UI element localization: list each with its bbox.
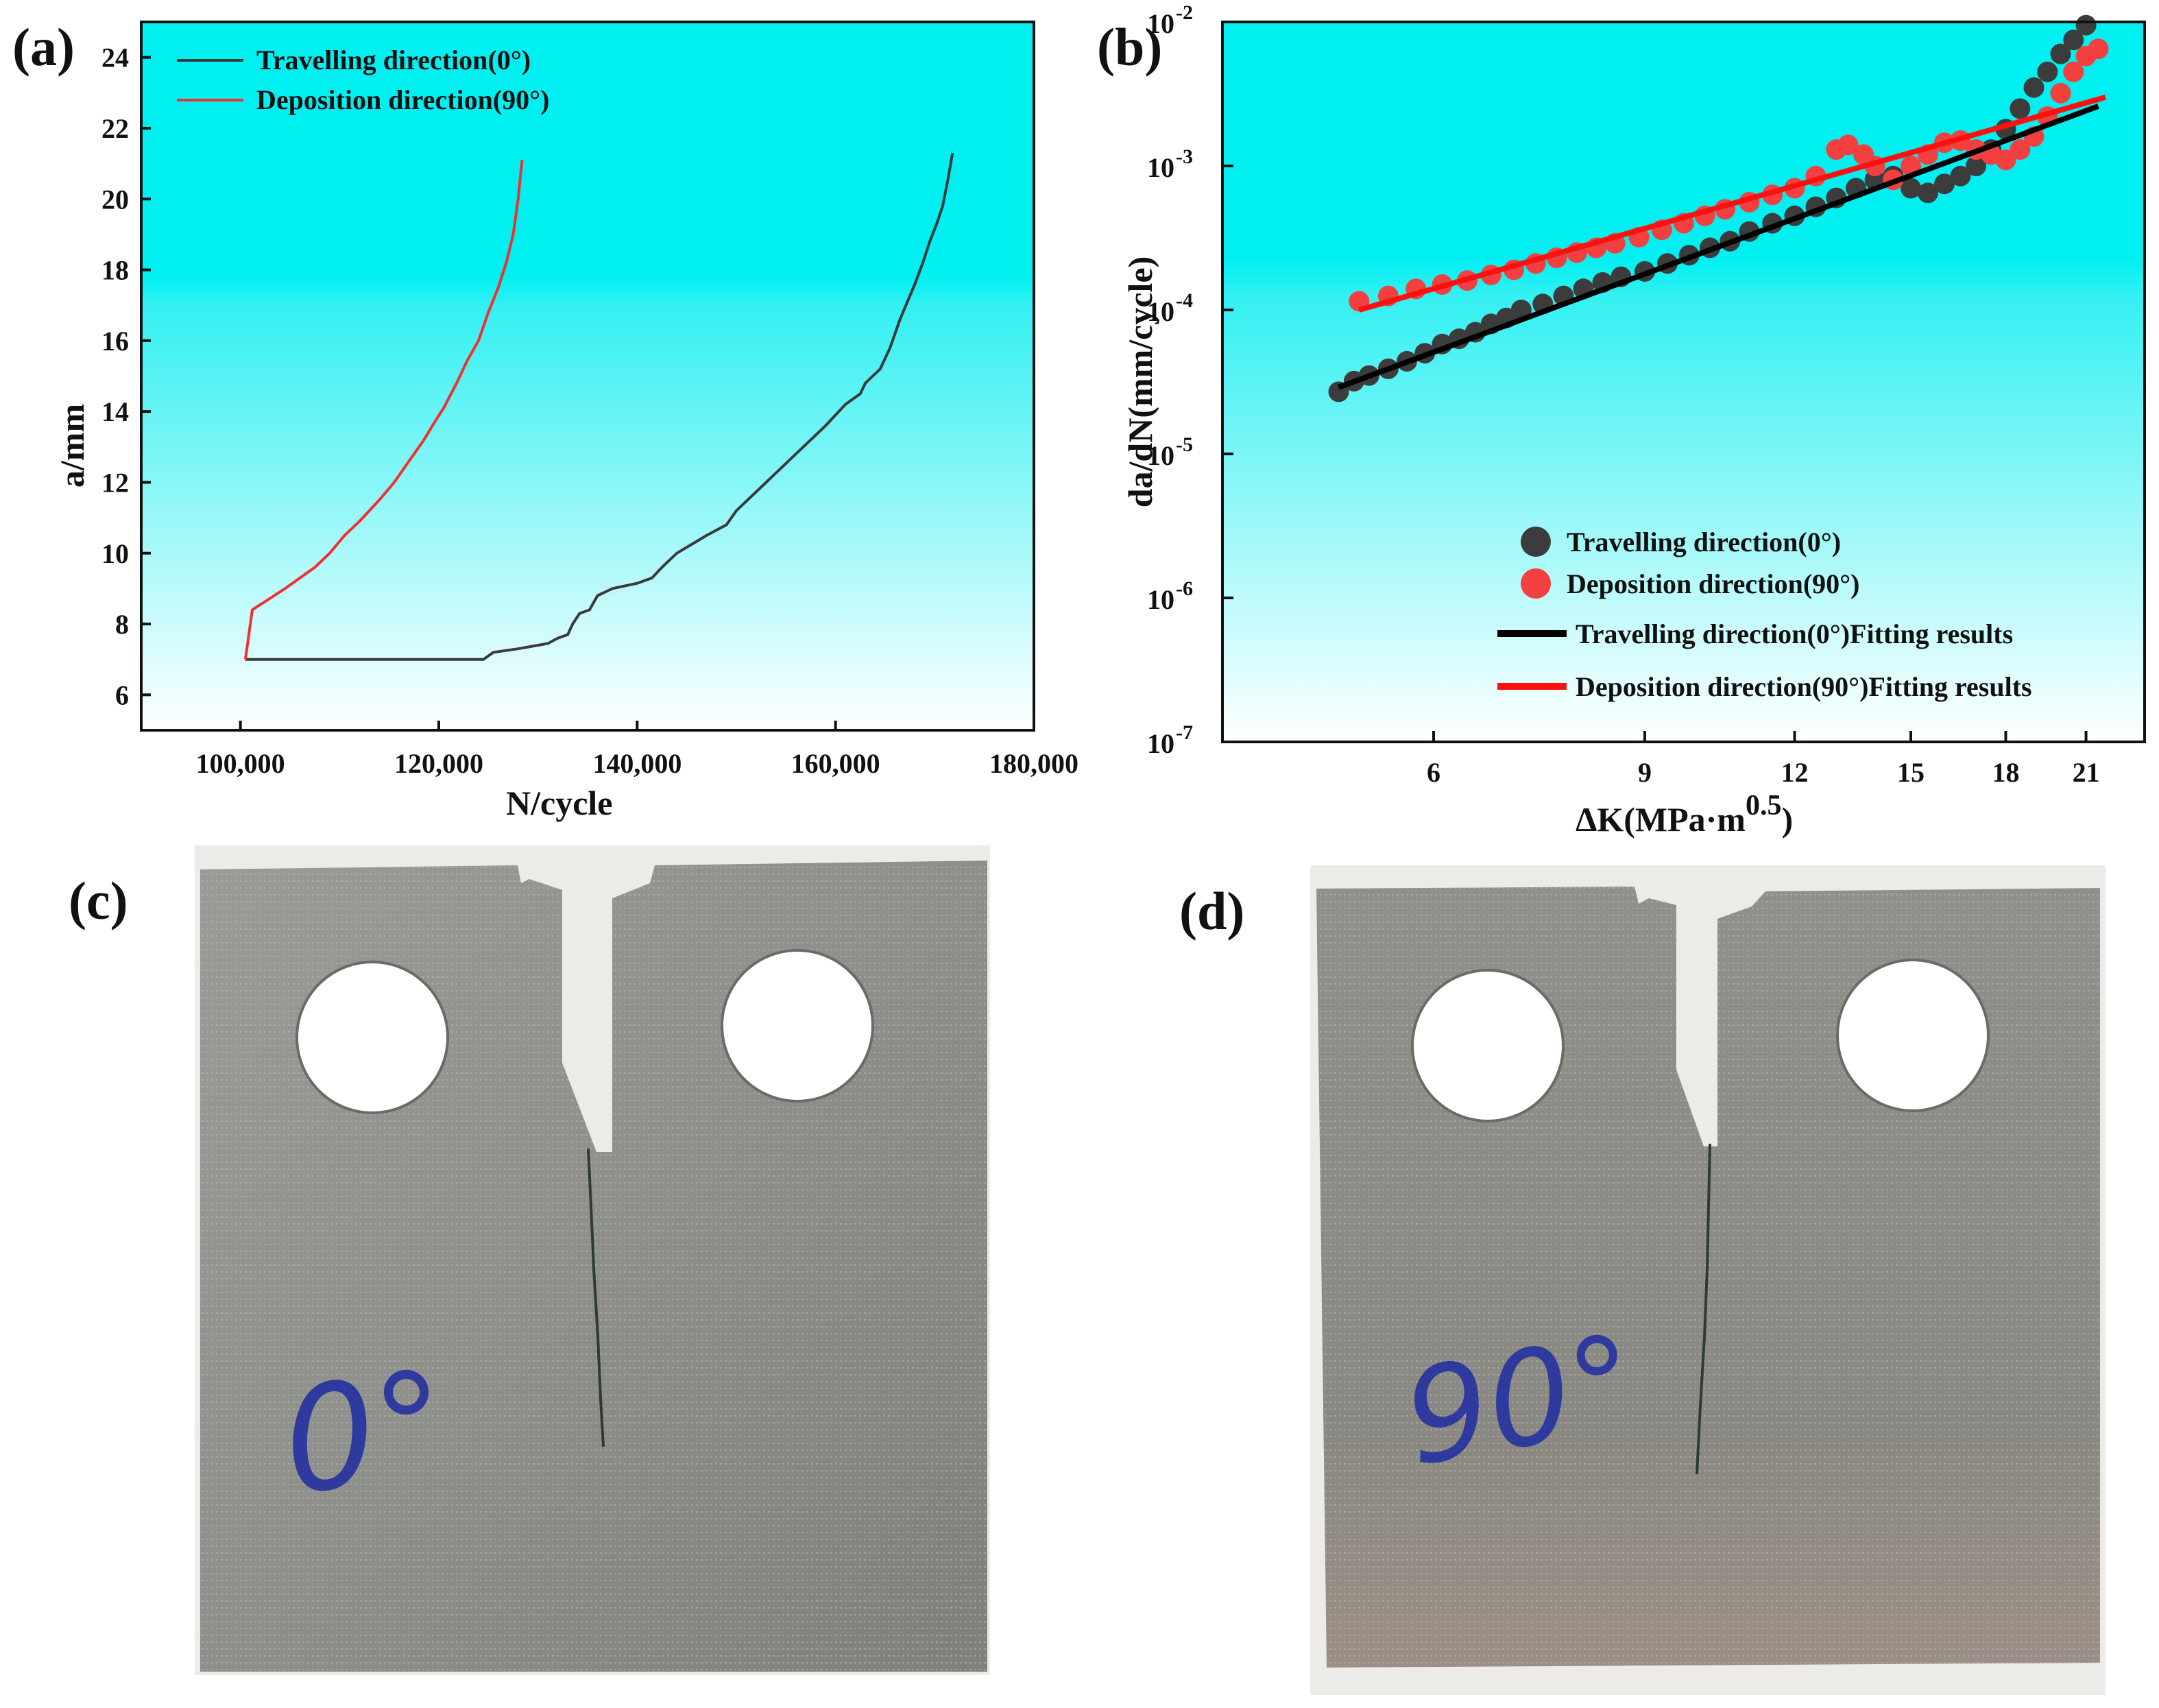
- panel-b-point-series-1: [2063, 61, 2084, 82]
- panel-b-point-series-0: [1901, 178, 1921, 199]
- panel-b-point-series-1: [1995, 149, 2016, 171]
- panel-b-x-tick-label: 6: [1427, 757, 1440, 788]
- panel-b-x-axis-title-close: ): [1781, 800, 1793, 839]
- panel-b-point-series-0: [2037, 61, 2058, 82]
- panel-b-x-axis-title-main: ΔK(MPa·m: [1576, 800, 1746, 839]
- panel-b-y-tick-exponent: -7: [1176, 721, 1193, 744]
- panel-b-y-tick-label: 10: [1147, 440, 1174, 471]
- panel-b-x-tick-label: 9: [1638, 757, 1652, 788]
- panel-a-x-tick-label: 140,000: [592, 748, 682, 779]
- panel-b-legend: Travelling direction(0°) Deposition dire…: [1497, 527, 2032, 702]
- photo-d-specimen-90deg: 90°: [1310, 865, 2106, 1695]
- panel-label-b: (b): [1097, 17, 1162, 77]
- panel-a-x-tick-label: 120,000: [394, 748, 483, 779]
- panel-b-x-axis-title: ΔK(MPa·m0.5): [1576, 790, 1793, 839]
- panel-b-point-series-0: [2075, 14, 2097, 36]
- panel-b-y-tick-exponent: -4: [1176, 289, 1193, 312]
- panel-b-point-series-0: [2050, 43, 2071, 64]
- legend-b-label-travelling: Travelling direction(0°): [1567, 527, 1841, 557]
- panel-b-point-series-0: [2063, 29, 2084, 51]
- panel-a-x-tick-label: 180,000: [989, 748, 1078, 779]
- panel-b-point-series-0: [1950, 165, 1971, 187]
- legend-b-marker-deposition: [1521, 568, 1551, 599]
- photo-d-hole-left: [1411, 969, 1565, 1122]
- panel-a-frame: [140, 21, 1035, 732]
- panel-a-y-ticks: 6 8 10 12 14 16 18 20 22 24: [101, 43, 151, 710]
- legend-a-label-deposition: Deposition direction(90°): [256, 84, 549, 115]
- panel-a-y-tick-label: 18: [101, 255, 129, 286]
- panel-b-point-series-0: [2010, 98, 2031, 119]
- panel-b-point-series-1: [2088, 38, 2109, 60]
- legend-b-marker-travelling: [1521, 527, 1551, 557]
- panel-a-y-tick-label: 14: [101, 396, 129, 427]
- panel-a-x-tick-label: 160,000: [791, 748, 880, 779]
- panel-a-series-line-0: [245, 152, 954, 661]
- panel-b-point-series-0: [2023, 77, 2045, 98]
- panel-b-x-tick-label: 21: [2073, 757, 2100, 788]
- panel-b-x-axis-title-exponent: 0.5: [1746, 790, 1782, 821]
- panel-b-frame: [1221, 21, 2146, 743]
- panel-a-x-tick-label: 100,000: [196, 748, 285, 779]
- panel-label-a: (a): [12, 17, 75, 77]
- panel-b-y-tick-label: 10: [1147, 584, 1174, 615]
- panel-b-y-tick-exponent: -3: [1176, 145, 1193, 168]
- panel-b-y-tick-exponent: -5: [1176, 433, 1193, 456]
- panel-b-point-series-1: [2050, 82, 2071, 104]
- panel-a-y-tick-label: 22: [101, 113, 129, 144]
- panel-b-x-tick-label: 12: [1781, 757, 1808, 788]
- panel-a-y-tick-label: 8: [115, 609, 129, 640]
- legend-b-label-deposition: Deposition direction(90°): [1567, 568, 1859, 599]
- panel-b-y-tick-label: 10: [1147, 296, 1174, 327]
- panel-b-y-tick-exponent: -2: [1176, 1, 1193, 24]
- panel-a-y-tick-label: 24: [101, 43, 129, 73]
- panel-a-series-group: [243, 152, 954, 661]
- panel-label-c: (c): [69, 871, 128, 930]
- panel-b-fit-line-2: [1338, 104, 2099, 390]
- photo-c-hole-left: [295, 961, 449, 1114]
- panel-a-plot-area: [141, 22, 1034, 730]
- panel-b-point-series-0: [1966, 156, 1987, 176]
- panel-b-point-series-0: [1934, 173, 1955, 195]
- panel-a-x-ticks: 100,000 120,000 140,000 160,000 180,000: [196, 721, 1078, 779]
- panel-a-y-tick-label: 12: [101, 467, 129, 498]
- panel-a-y-tick-label: 16: [101, 326, 129, 357]
- panel-a-legend: Travelling direction(0°) Deposition dire…: [177, 45, 549, 115]
- panel-label-d: (d): [1179, 881, 1244, 941]
- panel-b-series-group: [1328, 14, 2109, 402]
- panel-b-point-series-0: [1917, 182, 1938, 204]
- panel-b-y-ticks: 10-710-610-510-410-310-2: [1147, 1, 1233, 759]
- panel-b-point-series-1: [2010, 139, 2031, 160]
- panel-b-y-tick-label: 10: [1147, 152, 1174, 183]
- panel-b-x-ticks: 6 9 12 15 18 21: [1427, 731, 2100, 788]
- panel-b-y-tick-exponent: -6: [1176, 577, 1193, 600]
- panel-b-x-tick-label: 15: [1897, 757, 1925, 788]
- panel-b-y-tick-label: 10: [1147, 728, 1174, 759]
- panel-a-y-tick-label: 6: [115, 679, 129, 710]
- photo-c-crack: [587, 1148, 605, 1447]
- panel-b-y-tick-label: 10: [1147, 8, 1174, 39]
- panel-a-x-axis-title: N/cycle: [506, 784, 612, 822]
- photo-c-hole-right: [721, 949, 874, 1103]
- panel-a-y-tick-label: 10: [101, 538, 129, 569]
- panel-a-y-axis-title: a/mm: [53, 404, 91, 488]
- photo-d-hole-right: [1836, 959, 1990, 1112]
- photo-c-handwritten-marking: 0°: [273, 1338, 458, 1528]
- legend-b-label-travelling-fit: Travelling direction(0°)Fitting results: [1576, 618, 2013, 649]
- panel-b-x-tick-label: 18: [1992, 757, 2019, 788]
- legend-a-label-travelling: Travelling direction(0°): [256, 45, 531, 75]
- panel-b-fit-line-3: [1358, 94, 2107, 313]
- panel-b-point-series-1: [1837, 134, 1859, 156]
- panel-a-series-line-1: [243, 160, 524, 660]
- panel-a-y-tick-label: 20: [101, 184, 129, 215]
- photo-c-specimen-0deg: 0°: [195, 845, 990, 1675]
- legend-b-label-deposition-fit: Deposition direction(90°)Fitting results: [1576, 671, 2032, 702]
- panel-b-y-axis-title: da/dN(mm/cycle): [1121, 256, 1159, 508]
- photo-d-crack: [1696, 1143, 1711, 1475]
